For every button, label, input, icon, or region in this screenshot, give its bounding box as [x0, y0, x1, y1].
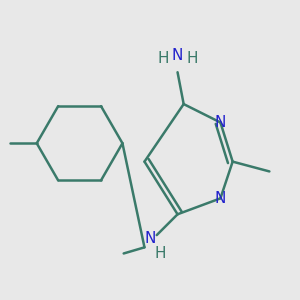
Text: N: N [215, 191, 226, 206]
Text: H: H [155, 246, 166, 261]
Text: N: N [215, 115, 226, 130]
Text: H: H [187, 51, 198, 66]
Text: N: N [172, 48, 183, 63]
Text: N: N [145, 231, 156, 246]
Text: H: H [157, 51, 169, 66]
